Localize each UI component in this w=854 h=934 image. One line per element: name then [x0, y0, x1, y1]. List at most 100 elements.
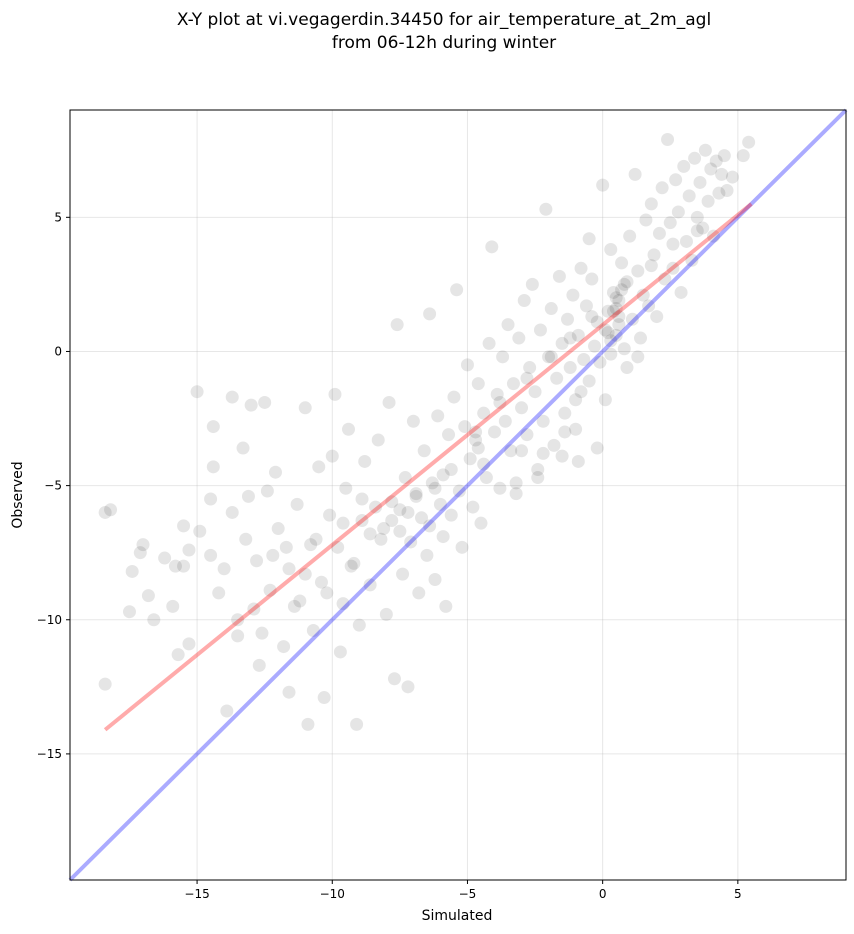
data-point: [531, 471, 545, 485]
data-point: [563, 331, 577, 345]
data-point: [547, 438, 561, 452]
data-point: [615, 283, 629, 297]
data-point: [677, 159, 691, 173]
data-point: [379, 607, 393, 621]
y-axis-ticks: −15 −10 −5 0 5: [37, 210, 70, 761]
data-point: [409, 489, 423, 503]
data-point: [133, 546, 147, 560]
data-point: [701, 194, 715, 208]
data-point: [536, 414, 550, 428]
data-point: [585, 310, 599, 324]
data-point: [509, 476, 523, 490]
data-point: [520, 428, 534, 442]
data-point: [642, 299, 656, 313]
data-point: [647, 248, 661, 262]
data-point: [533, 323, 547, 337]
data-point: [301, 717, 315, 731]
data-point: [206, 460, 220, 474]
data-point: [444, 508, 458, 522]
data-point: [625, 312, 639, 326]
data-point: [350, 717, 364, 731]
y-tick-label: −5: [44, 479, 62, 493]
data-point: [542, 350, 556, 364]
data-point: [98, 505, 112, 519]
data-point: [501, 318, 515, 332]
data-point: [550, 371, 564, 385]
data-point: [347, 556, 361, 570]
data-point: [355, 492, 369, 506]
data-point: [685, 253, 699, 267]
data-point: [314, 575, 328, 589]
data-point: [634, 331, 648, 345]
data-point: [328, 387, 342, 401]
data-point: [252, 658, 266, 672]
data-point: [609, 328, 623, 342]
data-point: [528, 385, 542, 399]
data-point: [352, 618, 366, 632]
data-point: [725, 170, 739, 184]
data-point: [258, 395, 272, 409]
data-point: [477, 406, 491, 420]
data-point: [423, 519, 437, 533]
data-point: [355, 513, 369, 527]
data-point: [496, 350, 510, 364]
data-point: [420, 548, 434, 562]
data-point: [682, 189, 696, 203]
identity-line: [68, 108, 848, 882]
data-point: [333, 645, 347, 659]
data-point: [436, 530, 450, 544]
scatter-points: [98, 133, 756, 731]
data-point: [331, 540, 345, 554]
data-point: [688, 151, 702, 165]
data-point: [282, 685, 296, 699]
data-point: [177, 559, 191, 573]
data-point: [225, 505, 239, 519]
data-point: [498, 414, 512, 428]
x-tick-label: −10: [320, 887, 345, 901]
data-point: [320, 586, 334, 600]
data-point: [377, 522, 391, 536]
data-point: [606, 285, 620, 299]
data-point: [617, 342, 631, 356]
data-point: [423, 307, 437, 321]
data-point: [504, 444, 518, 458]
data-point: [585, 272, 599, 286]
data-point: [293, 594, 307, 608]
data-point: [479, 471, 493, 485]
data-point: [136, 538, 150, 552]
data-point: [363, 527, 377, 541]
data-point: [255, 626, 269, 640]
data-point: [393, 503, 407, 517]
data-point: [742, 135, 756, 149]
data-point: [612, 310, 626, 324]
data-point: [509, 487, 523, 501]
data-point: [147, 613, 161, 627]
data-point: [620, 361, 634, 375]
data-point: [558, 406, 572, 420]
data-point: [582, 232, 596, 246]
data-point: [244, 398, 258, 412]
data-point: [552, 269, 566, 283]
data-point: [369, 500, 383, 514]
data-point: [598, 323, 612, 337]
data-point: [590, 441, 604, 455]
data-point: [531, 463, 545, 477]
data-point: [601, 326, 615, 340]
data-point: [555, 449, 569, 463]
data-point: [604, 243, 618, 257]
data-point: [652, 226, 666, 240]
data-point: [523, 361, 537, 375]
data-point: [639, 213, 653, 227]
data-point: [569, 393, 583, 407]
y-axis-label: Observed: [10, 461, 26, 528]
chart-subtitle: from 06-12h during winter: [332, 33, 556, 53]
data-point: [655, 181, 669, 195]
data-point: [458, 420, 472, 434]
data-point: [650, 310, 664, 324]
data-point: [593, 355, 607, 369]
data-point: [674, 285, 688, 299]
data-point: [298, 401, 312, 415]
data-point: [304, 538, 318, 552]
data-point: [590, 315, 604, 329]
